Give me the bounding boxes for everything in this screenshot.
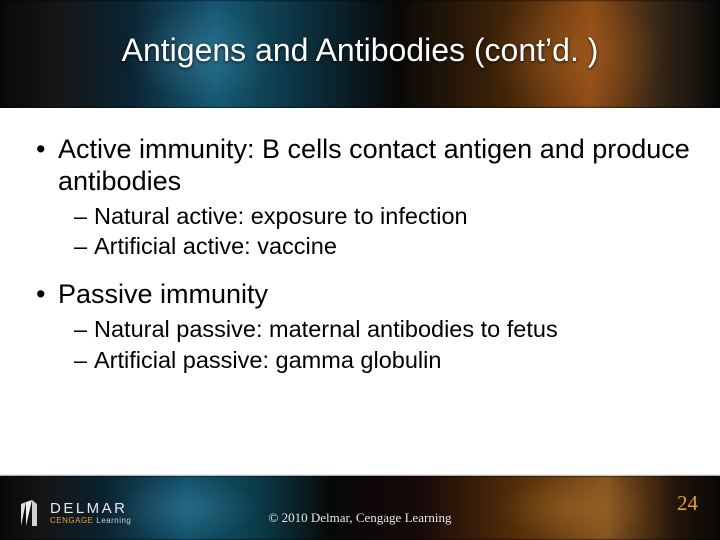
slide-body: Active immunity: B cells contact antigen… bbox=[0, 108, 720, 476]
bullet-lvl1: Passive immunity bbox=[36, 279, 690, 311]
bullet-lvl2: Natural passive: maternal antibodies to … bbox=[74, 315, 690, 344]
bullet-lvl2: Artificial passive: gamma globulin bbox=[74, 346, 690, 375]
bullet-lvl2: Artificial active: vaccine bbox=[74, 232, 690, 261]
page-number: 24 bbox=[677, 491, 698, 516]
bullet-lvl1: Active immunity: B cells contact antigen… bbox=[36, 134, 690, 198]
copyright-text: © 2010 Delmar, Cengage Learning bbox=[0, 510, 720, 526]
bullet-lvl2: Natural active: exposure to infection bbox=[74, 202, 690, 231]
slide-title: Antigens and Antibodies (cont’d. ) bbox=[0, 32, 720, 69]
